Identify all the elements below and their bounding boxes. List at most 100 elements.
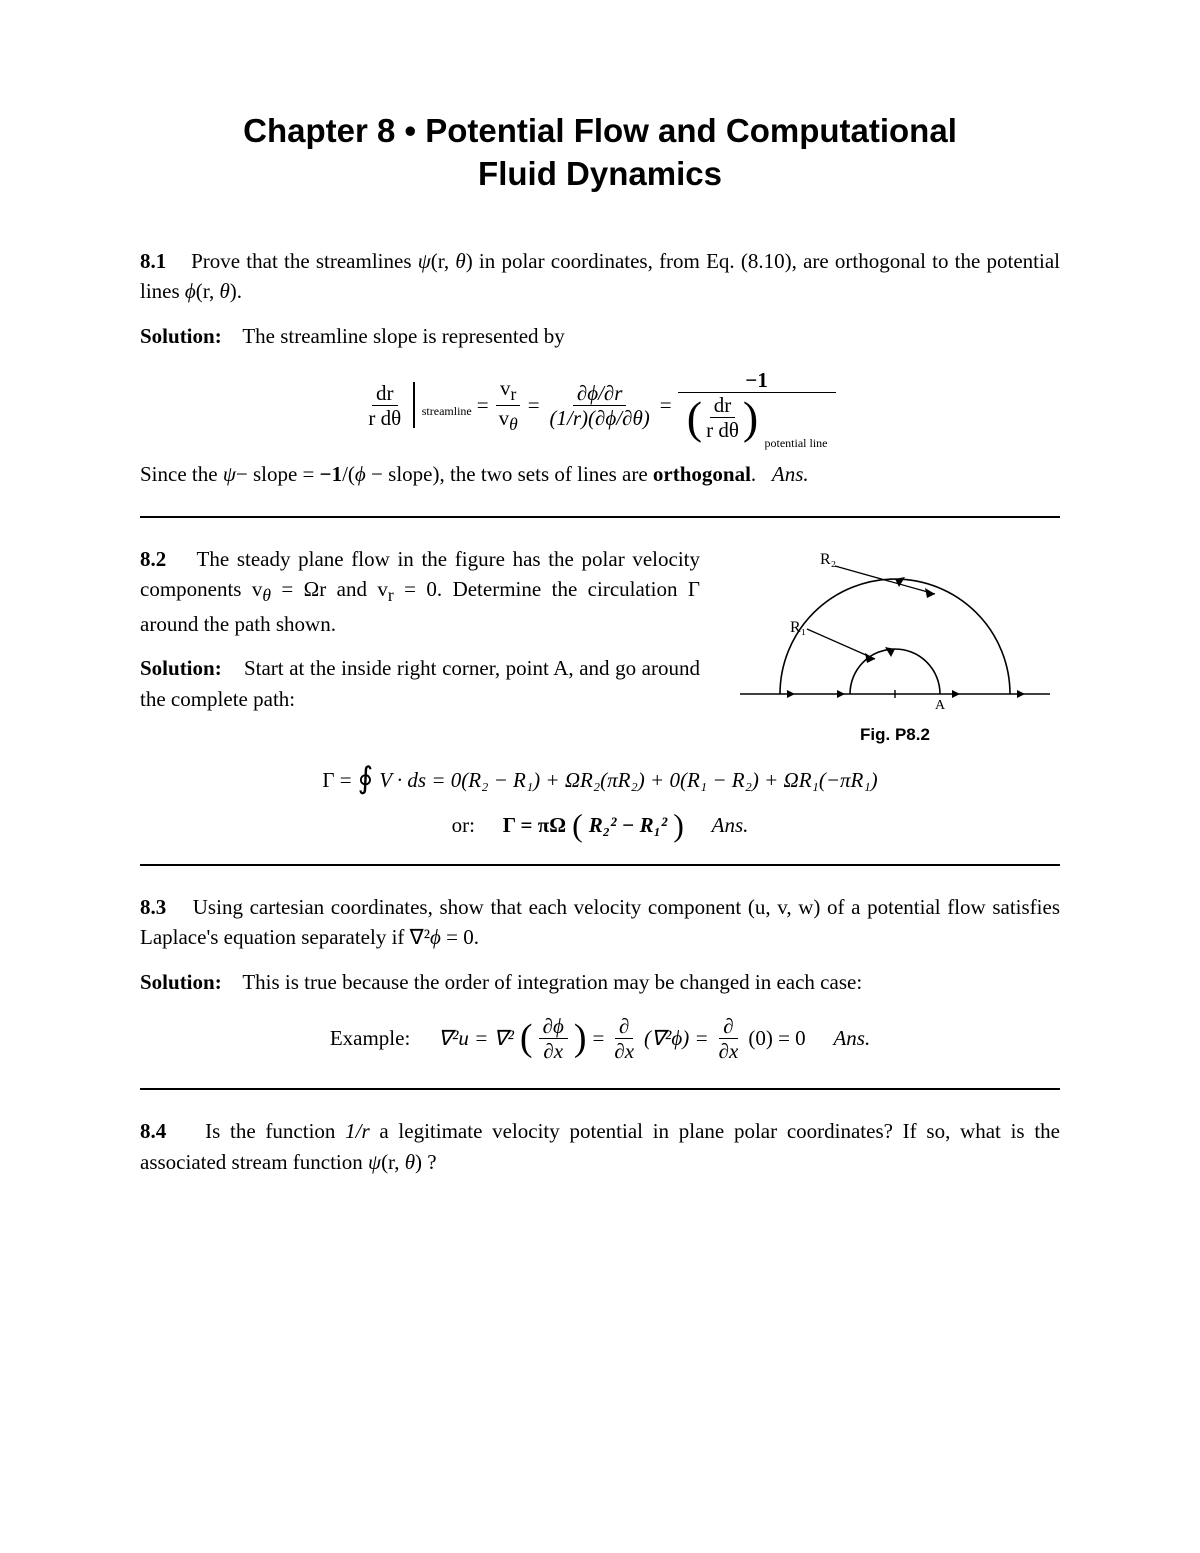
conclusion-8-1: Since the ψ− slope = −1/(ϕ − slope), the… bbox=[140, 459, 1060, 489]
numerator: dr bbox=[372, 382, 398, 406]
paren-right: ) bbox=[673, 814, 684, 836]
symbol-psi: ψ bbox=[418, 249, 431, 273]
label-r2: R₂ bbox=[820, 551, 836, 568]
text: (r, bbox=[196, 279, 220, 303]
problem-number: 8.2 bbox=[140, 547, 166, 571]
problem-number: 8.4 bbox=[140, 1119, 166, 1143]
numerator: vr bbox=[496, 377, 520, 406]
label-r1: R₁ bbox=[790, 619, 806, 636]
text: ) ? bbox=[415, 1150, 437, 1174]
title-line-2: Fluid Dynamics bbox=[478, 155, 722, 192]
solution-8-2-intro: Solution: Start at the inside right corn… bbox=[140, 653, 700, 714]
numerator: ∂ bbox=[719, 1015, 737, 1039]
text: = 0. bbox=[441, 925, 479, 949]
symbol-phi: ϕ bbox=[355, 462, 366, 486]
text: (r, bbox=[381, 1150, 405, 1174]
paren-left: ( bbox=[520, 1025, 533, 1052]
equals: = bbox=[477, 393, 489, 418]
text: Using cartesian coordinates, show that e… bbox=[140, 895, 1060, 949]
symbol-phi: ϕ bbox=[430, 925, 441, 949]
text: Since the bbox=[140, 462, 223, 486]
ans-label: Ans. bbox=[712, 813, 749, 838]
fraction: ∂ϕ/∂r (1/r)(∂ϕ/∂θ) bbox=[546, 382, 654, 429]
text: v bbox=[499, 406, 510, 430]
fraction: dr r dθ bbox=[364, 382, 405, 429]
text: Γ = πΩ bbox=[503, 813, 566, 838]
equals: = bbox=[592, 1026, 604, 1051]
denominator: (1/r)(∂ϕ/∂θ) bbox=[546, 406, 654, 429]
text: (r, bbox=[431, 249, 456, 273]
solution-label: Solution: bbox=[140, 656, 222, 680]
text: The streamline slope is represented by bbox=[242, 324, 564, 348]
inner-fraction: dr r dθ bbox=[702, 394, 743, 441]
paren-right: ) bbox=[574, 1025, 587, 1052]
text: ∇²u = ∇² bbox=[438, 1026, 514, 1051]
subscript: r bbox=[510, 384, 516, 404]
orthogonal: orthogonal bbox=[653, 462, 751, 486]
problem-8-2-block: 8.2 The steady plane flow in the figure … bbox=[140, 544, 1060, 745]
figure-svg: R₂ R₁ A bbox=[735, 544, 1055, 719]
subscript: θ bbox=[262, 585, 271, 605]
paren-right: ) bbox=[743, 402, 758, 434]
text: v bbox=[500, 376, 511, 400]
symbol-phi: ϕ bbox=[185, 279, 196, 303]
problem-8-1-statement: 8.1 Prove that the streamlines ψ(r, θ) i… bbox=[140, 246, 1060, 307]
text: This is true because the order of integr… bbox=[242, 970, 862, 994]
equation-8-2-line2: or: Γ = πΩ ( (R₂² − R₁²) R₂² − R₁² ) Ans… bbox=[140, 813, 1060, 838]
solution-label: Solution: bbox=[140, 324, 222, 348]
text: ). bbox=[230, 279, 242, 303]
oint-symbol: ∮ bbox=[358, 761, 374, 797]
equation-8-3: Example: ∇²u = ∇² ( ∂ϕ ∂x ) = ∂ ∂x (∇²ϕ)… bbox=[140, 1015, 1060, 1062]
text: = Ωr and v bbox=[271, 577, 388, 601]
text: (0) = 0 bbox=[748, 1026, 805, 1051]
problem-8-2-statement: 8.2 The steady plane flow in the figure … bbox=[140, 544, 700, 639]
ans-label: Ans. bbox=[772, 462, 809, 486]
symbol-psi: ψ bbox=[223, 462, 236, 486]
problem-8-4-statement: 8.4 Is the function 1/r a legitimate vel… bbox=[140, 1116, 1060, 1177]
solution-8-1-intro: Solution: The streamline slope is repres… bbox=[140, 321, 1060, 351]
fraction: ∂ϕ ∂x bbox=[539, 1015, 568, 1062]
text: V · ds = 0(R₂ − R₁) + ΩR₂(πR₂) + 0(R₁ − … bbox=[379, 768, 877, 793]
denominator: ∂x bbox=[539, 1039, 567, 1062]
text: − slope = bbox=[236, 462, 320, 486]
numerator: ∂ϕ/∂r bbox=[573, 382, 627, 406]
text: Γ = bbox=[322, 768, 351, 793]
denominator: ∂x bbox=[715, 1039, 743, 1062]
text: . bbox=[751, 462, 756, 486]
fraction: −1 ( dr r dθ ) potential line bbox=[678, 369, 836, 441]
text: Start at the inside right corner, point … bbox=[140, 656, 700, 710]
text: −1 bbox=[320, 462, 342, 486]
figure-caption: Fig. P8.2 bbox=[730, 725, 1060, 745]
divider bbox=[140, 864, 1060, 866]
fraction: vr vθ bbox=[495, 377, 522, 433]
subscript: θ bbox=[509, 414, 518, 434]
page: Chapter 8 • Potential Flow and Computati… bbox=[0, 0, 1200, 1553]
eval-bar bbox=[413, 382, 415, 428]
symbol-psi: ψ bbox=[368, 1150, 381, 1174]
equation-8-2-line1: Γ = ∮ V · ds = 0(R₂ − R₁) + ΩR₂(πR₂) + 0… bbox=[140, 763, 1060, 799]
solution-label: Solution: bbox=[140, 970, 222, 994]
numerator: ∂ bbox=[615, 1015, 633, 1039]
denominator: ∂x bbox=[610, 1039, 638, 1062]
problem-number: 8.1 bbox=[140, 249, 166, 273]
fraction: ∂ ∂x bbox=[715, 1015, 743, 1062]
or-label: or: bbox=[452, 813, 475, 838]
symbol-theta: θ bbox=[455, 249, 465, 273]
paren-left: ( bbox=[572, 814, 583, 836]
problem-8-3-statement: 8.3 Using cartesian coordinates, show th… bbox=[140, 892, 1060, 953]
numerator: ∂ϕ bbox=[539, 1015, 568, 1039]
fraction: ∂ ∂x bbox=[610, 1015, 638, 1062]
numerator: dr bbox=[710, 394, 736, 418]
equals: = bbox=[528, 393, 540, 418]
divider bbox=[140, 1088, 1060, 1090]
paren-left: ( bbox=[687, 402, 702, 434]
subscript-potential-line: potential line bbox=[765, 436, 828, 450]
denominator: ( dr r dθ ) potential line bbox=[683, 393, 831, 441]
text: /( bbox=[342, 462, 355, 486]
denominator: r dθ bbox=[364, 406, 405, 429]
title-line-1: Chapter 8 • Potential Flow and Computati… bbox=[243, 112, 957, 149]
divider bbox=[140, 516, 1060, 518]
symbol-theta: θ bbox=[405, 1150, 415, 1174]
numerator: −1 bbox=[678, 369, 836, 393]
symbol-theta: θ bbox=[219, 279, 229, 303]
